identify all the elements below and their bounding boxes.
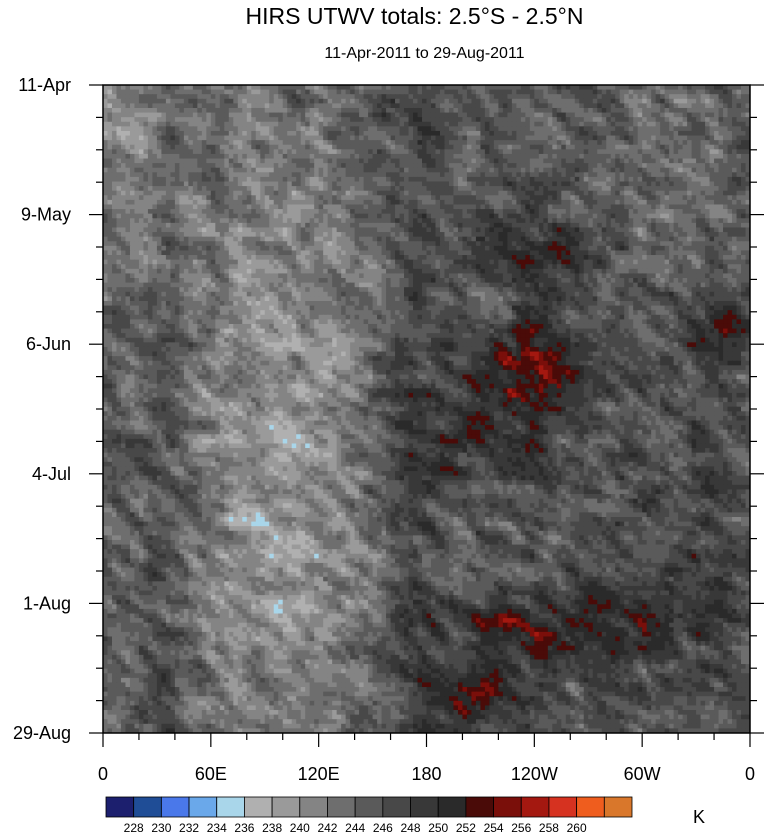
colorbar-unit-label: K <box>693 807 705 827</box>
colorbar-swatch <box>300 797 328 817</box>
colorbar-swatch <box>106 797 134 817</box>
colorbar-swatch <box>411 797 439 817</box>
y-tick-label: 1-Aug <box>23 593 71 613</box>
colorbar-swatch <box>466 797 494 817</box>
y-tick-label: 9-May <box>21 205 71 225</box>
colorbar-level-label: 232 <box>179 821 199 834</box>
colorbar-swatch <box>327 797 355 817</box>
y-tick-label: 4-Jul <box>32 464 71 484</box>
colorbar-level-label: 250 <box>428 821 448 834</box>
colorbar-level-label: 234 <box>207 821 227 834</box>
x-tick-label: 180 <box>411 764 441 784</box>
colorbar-level-label: 242 <box>317 821 337 834</box>
x-tick-label: 0 <box>98 764 108 784</box>
colorbar-swatch <box>577 797 605 817</box>
colorbar-swatch <box>189 797 217 817</box>
colorbar-swatch <box>244 797 272 817</box>
colorbar-level-label: 246 <box>373 821 393 834</box>
colorbar-level-label: 240 <box>290 821 310 834</box>
colorbar-swatch <box>272 797 300 817</box>
colorbar-swatch <box>438 797 466 817</box>
x-tick-label: 60W <box>624 764 661 784</box>
x-tick-label: 120W <box>511 764 558 784</box>
x-tick-label: 0 <box>745 764 755 784</box>
colorbar-swatch <box>383 797 411 817</box>
colorbar-level-label: 230 <box>151 821 171 834</box>
colorbar-level-label: 254 <box>484 821 504 834</box>
colorbar-swatch <box>521 797 549 817</box>
y-tick-label: 11-Apr <box>18 75 71 95</box>
colorbar-level-label: 252 <box>456 821 476 834</box>
colorbar-swatch <box>604 797 632 817</box>
colorbar-swatch <box>161 797 189 817</box>
colorbar: 228 230 232 234 236 238 240 242 244 246 248 250 252 2… <box>106 797 632 834</box>
colorbar-swatch <box>355 797 383 817</box>
colorbar-swatch <box>217 797 245 817</box>
colorbar-level-label: 238 <box>262 821 282 834</box>
colorbar-level-label: 244 <box>345 821 365 834</box>
colorbar-level-label: 248 <box>401 821 421 834</box>
colorbar-swatch <box>549 797 577 817</box>
colorbar-level-label: 236 <box>234 821 254 834</box>
x-tick-label: 120E <box>298 764 340 784</box>
colorbar-level-label: 228 <box>124 821 144 834</box>
chart-title: HIRS UTWV totals: 2.5°S - 2.5°N <box>246 3 584 29</box>
y-tick-label: 29-Aug <box>13 723 71 743</box>
colorbar-level-label: 258 <box>539 821 559 834</box>
heatmap-field <box>103 85 751 734</box>
colorbar-swatch <box>494 797 522 817</box>
x-tick-label: 60E <box>195 764 227 784</box>
y-tick-label: 6-Jun <box>26 334 71 354</box>
chart-subtitle: 11-Apr-2011 to 29-Aug-2011 <box>324 45 524 62</box>
colorbar-level-label: 260 <box>567 821 587 834</box>
colorbar-swatch <box>134 797 162 817</box>
colorbar-level-label: 256 <box>511 821 531 834</box>
